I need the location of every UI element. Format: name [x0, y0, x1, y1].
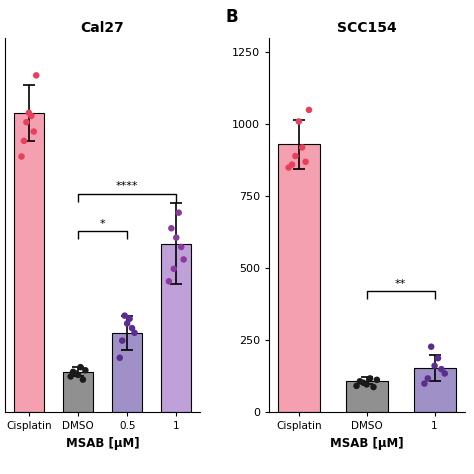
Point [32, 72, 40, 79]
Point [173, 234, 180, 241]
Point [77, 364, 84, 371]
Point [299, 144, 306, 151]
Point [366, 374, 374, 382]
Bar [112, 333, 142, 412]
Title: Cal27: Cal27 [81, 21, 125, 36]
Bar [14, 113, 44, 412]
Point [72, 370, 79, 377]
Point [128, 324, 136, 332]
Point [441, 370, 448, 377]
Point [165, 278, 173, 285]
Point [180, 255, 187, 263]
Point [363, 381, 371, 388]
Point [438, 365, 445, 373]
Bar [413, 368, 456, 412]
X-axis label: MSAB [μM]: MSAB [μM] [66, 437, 139, 450]
Point [18, 153, 25, 160]
Point [67, 373, 74, 380]
Point [23, 118, 30, 126]
Point [424, 374, 432, 382]
Point [30, 128, 37, 136]
Bar [346, 381, 388, 412]
Point [305, 106, 313, 114]
Bar [63, 372, 93, 412]
Point [295, 118, 302, 125]
Point [118, 337, 126, 345]
Point [170, 265, 178, 273]
Point [359, 379, 367, 386]
Point [373, 376, 381, 383]
Point [74, 371, 82, 379]
Point [168, 225, 175, 232]
Bar [161, 244, 191, 412]
Point [27, 112, 35, 120]
Point [292, 152, 299, 160]
Text: **: ** [395, 279, 406, 289]
Text: *: * [100, 219, 105, 229]
Point [20, 137, 28, 145]
Point [121, 312, 128, 319]
X-axis label: MSAB [μM]: MSAB [μM] [330, 437, 403, 450]
Point [116, 354, 124, 362]
Point [126, 315, 133, 322]
Point [434, 355, 442, 362]
Point [123, 319, 131, 327]
Text: ****: **** [116, 182, 138, 191]
Point [288, 161, 296, 168]
Text: B: B [226, 8, 238, 26]
Point [131, 329, 138, 337]
Point [25, 109, 33, 117]
Point [285, 164, 292, 171]
Point [420, 380, 428, 387]
Point [356, 377, 364, 385]
Point [428, 343, 435, 350]
Bar [278, 145, 320, 412]
Point [431, 362, 438, 370]
Point [175, 209, 182, 217]
Title: SCC154: SCC154 [337, 21, 397, 36]
Point [82, 366, 89, 374]
Point [353, 382, 360, 390]
Point [79, 376, 87, 383]
Point [302, 158, 310, 165]
Point [177, 243, 185, 251]
Point [370, 383, 377, 391]
Point [69, 368, 77, 375]
